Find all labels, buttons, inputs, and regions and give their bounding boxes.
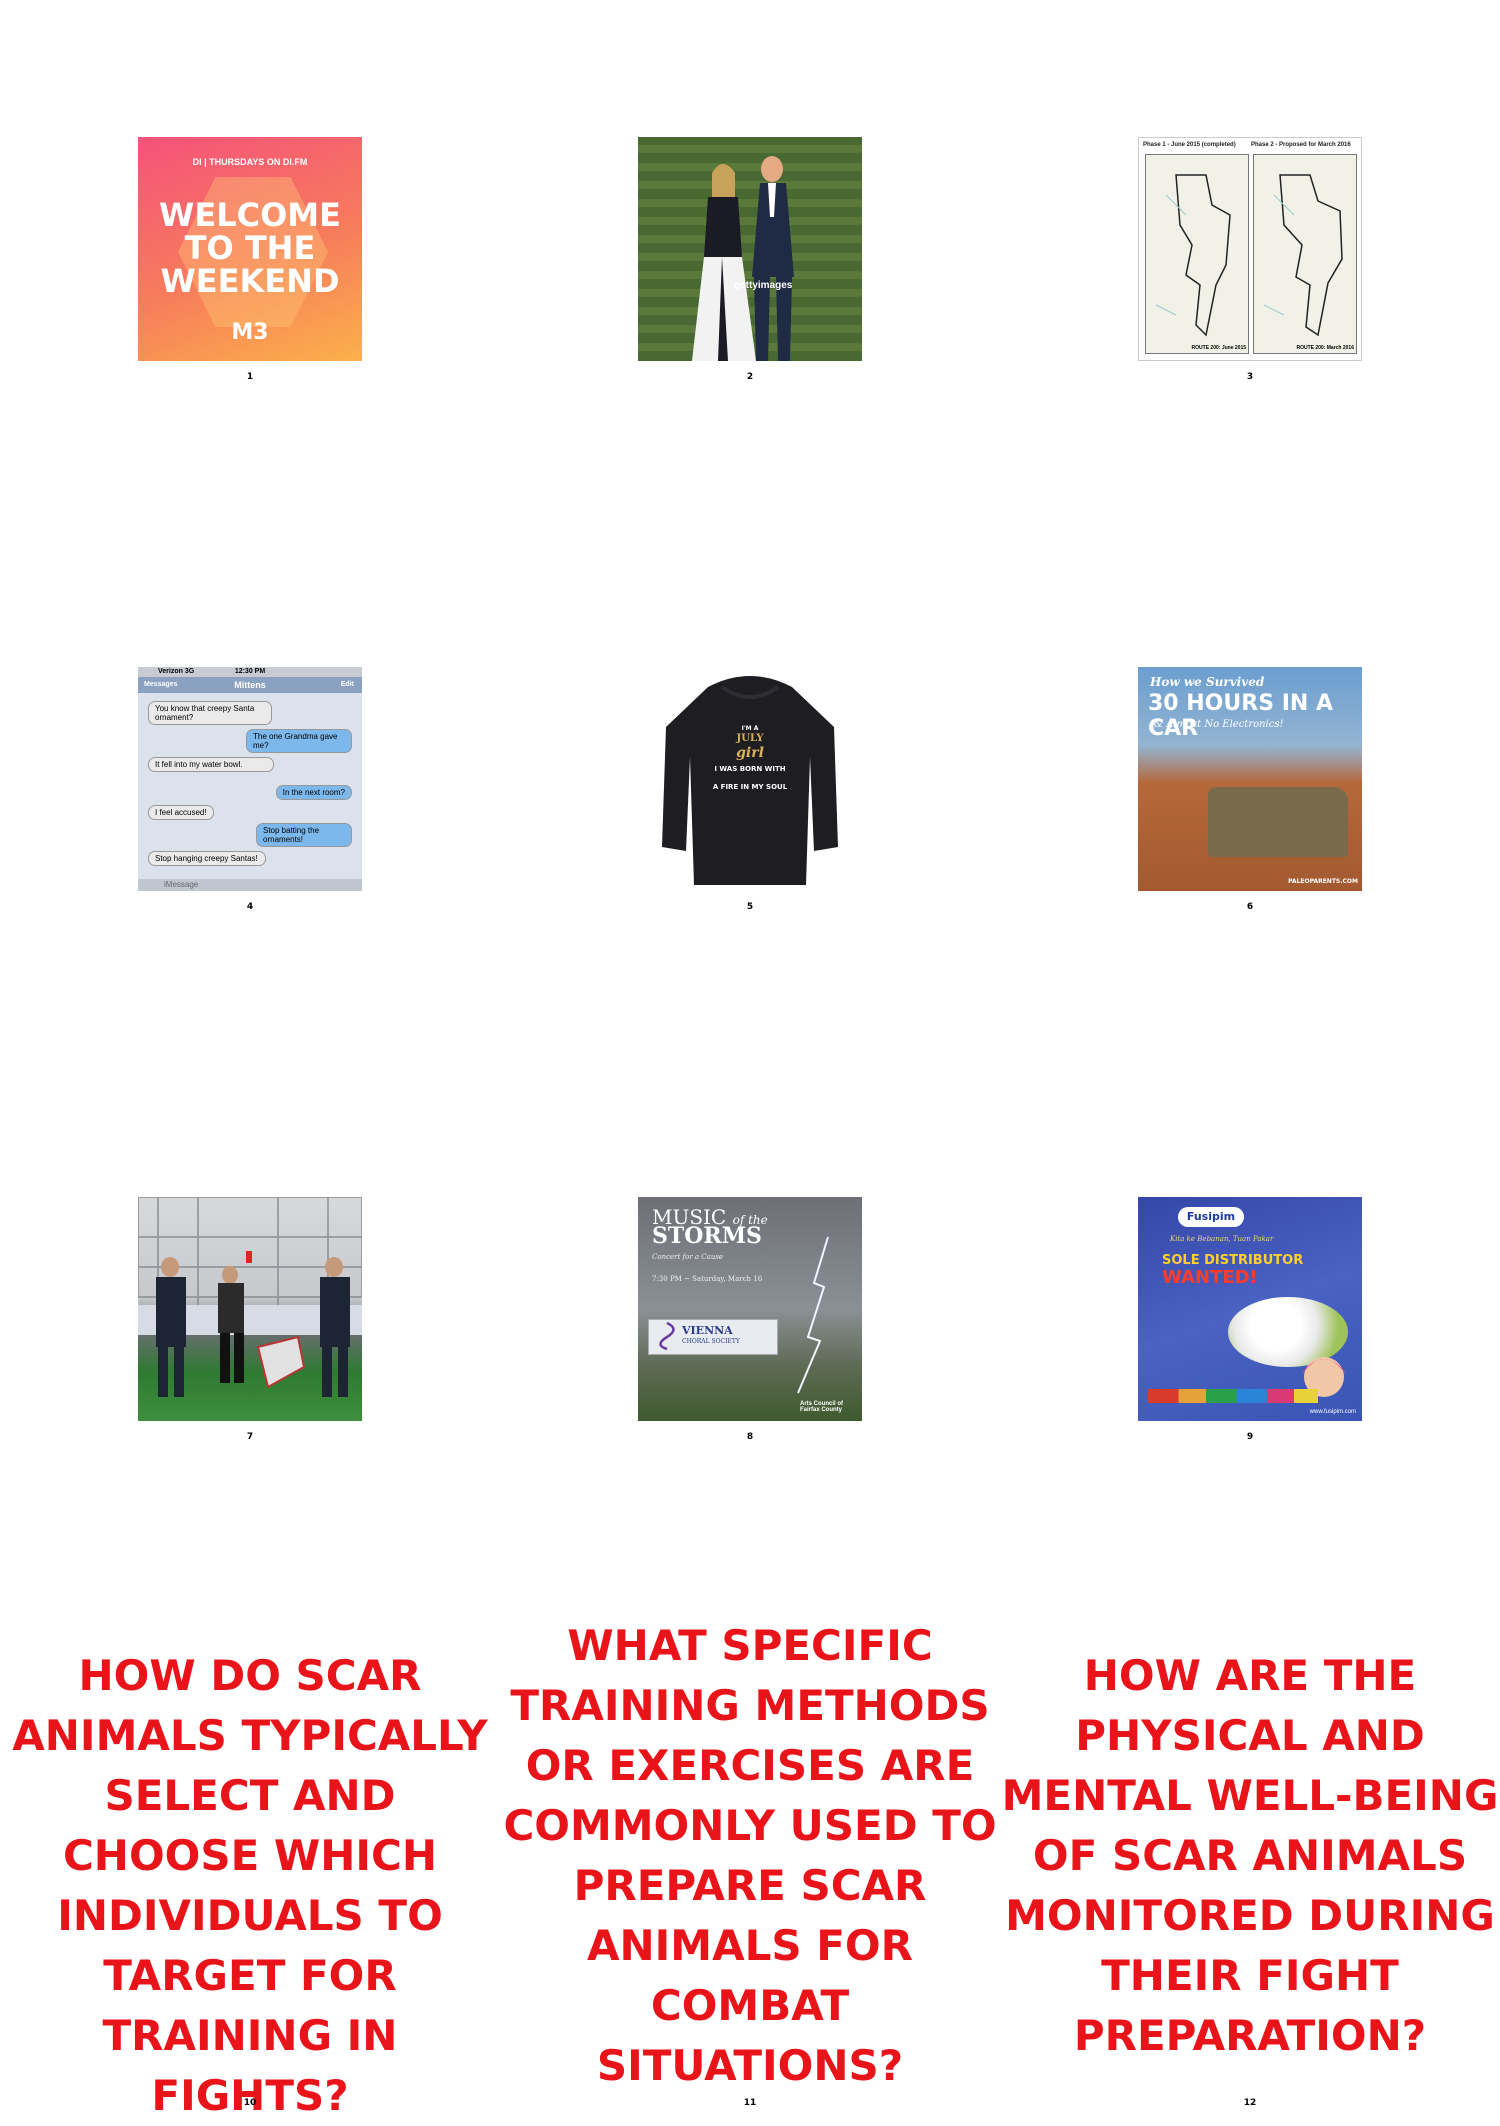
poster-date: 7:30 PM ~ Saturday, March 16 [652,1275,763,1283]
ad-headline-1: SOLE DISTRIBUTOR [1162,1253,1304,1268]
item-number: 9 [1246,1432,1254,1442]
item-number: 8 [746,1432,754,1442]
message-bubble: Stop hanging creepy Santas! [148,851,266,866]
poster-line-3: & Almost No Electronics! [1154,719,1284,730]
shirt-text-5: A FIRE IN MY SOUL [712,783,788,791]
shirt-text-4: I WAS BORN WITH [714,765,786,773]
food-plate-icon [1228,1297,1348,1367]
item-number: 6 [1246,902,1254,912]
grid-cell-2: gettyimages 2 [500,0,1000,530]
poster-title-top: MUSIC of the [652,1205,768,1229]
map-title-left: Phase 1 - June 2015 (completed) [1143,142,1236,148]
choral-society-box [648,1319,778,1355]
players-illustration [138,1197,362,1397]
question-text-11: WHAT SPECIFIC TRAINING METHODS OR EXERCI… [503,1621,997,2090]
grid-cell-7: 7 [0,1060,500,1590]
edit-button[interactable]: Edit [340,681,354,688]
car-icon [1208,787,1348,857]
sponsor-text: Arts Council of Fairfax County [800,1401,843,1413]
message-bubble: The one Grandma gave me? [246,729,352,753]
question-number-11: 11 [743,2098,757,2108]
item-number: 7 [246,1432,254,1442]
brand-logo: Fusipim [1178,1207,1244,1227]
thumbnail-fusipim-ad[interactable]: Fusipim Kita ke Bebanan, Tuan Pakar SOLE… [1138,1197,1362,1421]
shirt-text-1: I'M A [741,725,759,732]
item-number: 2 [746,372,754,382]
item-number: 4 [246,902,254,912]
org-subname: CHORAL SOCIETY [682,1338,740,1345]
back-button[interactable]: Messages [144,681,178,688]
route-map-right: ROUTE 200: March 2016 [1253,154,1357,354]
status-bar: Verizon 3G 12:30 PM [138,667,362,677]
ad-headline-2: WANTED! [1162,1267,1258,1288]
question-text-10: HOW DO SCAR ANIMALS TYPICALLY SELECT AND… [12,1651,488,2120]
grid-cell-6: How we Survived 30 HOURS IN A CAR & Almo… [1000,530,1500,1060]
shirt-text-2: JULY [736,733,764,744]
message-bubble: It fell into my water bowl. [148,757,274,772]
thumbnail-text-messages[interactable]: Verizon 3G 12:30 PM Messages Mittens Edi… [138,667,362,891]
shirt-text-3: girl [736,745,764,761]
item-number: 1 [246,372,254,382]
poster-title-of: of the [732,1213,768,1227]
poster-subtitle: Concert for a Cause [652,1253,724,1261]
brand-tagline: Kita ke Bebanan, Tuan Pakar [1170,1235,1274,1243]
message-input[interactable]: iMessage [138,879,362,891]
item-number: 3 [1246,372,1254,382]
grid-cell-4: Verizon 3G 12:30 PM Messages Mittens Edi… [0,530,500,1060]
thumbnail-football-match[interactable] [138,1197,362,1421]
poster-header: DI | THURSDAYS ON DI.FM [192,157,308,167]
map-footer-right: ROUTE 200: March 2016 [1296,345,1354,351]
grid-cell-8: MUSIC of the STORMS Concert for a Cause … [500,1060,1000,1590]
map-footer-left: ROUTE 200: June 2015 [1191,345,1246,351]
route-map-left: ROUTE 200: June 2015 [1145,154,1249,354]
question-text-12: HOW ARE THE PHYSICAL AND MENTAL WELL-BEI… [1001,1651,1499,2060]
question-number-10: 10 [243,2098,257,2108]
contact-name: Mittens [234,680,266,690]
thumbnail-hoodie[interactable]: I'M A JULY girl I WAS BORN WITH A FIRE I… [638,667,862,891]
messages-nav-bar: Messages Mittens Edit [138,677,362,693]
clock-label: 12:30 PM [234,668,266,675]
thumbnail-music-storms-poster[interactable]: MUSIC of the STORMS Concert for a Cause … [638,1197,862,1421]
item-number: 5 [746,902,754,912]
thumbnail-red-carpet-photo[interactable]: gettyimages [638,137,862,361]
treble-clef-icon [659,1321,675,1351]
poster-title-storms: STORMS [652,1223,762,1249]
poster-title-music: MUSIC [652,1205,727,1229]
ad-url: www.fusipim.com [1309,1409,1356,1415]
message-bubble: You know that creepy Santa ornament? [148,701,272,725]
message-bubble: I feel accused! [148,805,214,820]
message-bubble: Stop batting the ornaments! [256,823,352,847]
carrier-label: Verizon 3G [158,668,195,675]
logo-icon: M3 [231,320,269,345]
hex-decoration [178,177,328,327]
lightning-icon [797,1236,829,1394]
grid-cell-9: Fusipim Kita ke Bebanan, Tuan Pakar SOLE… [1000,1060,1500,1590]
grid-cell-5: I'M A JULY girl I WAS BORN WITH A FIRE I… [500,530,1000,1060]
watermark-text: gettyimages [734,280,793,291]
poster-line-2: 30 HOURS IN A CAR [1148,691,1333,741]
grid-cell-3: Phase 1 - June 2015 (completed) Phase 2 … [1000,0,1500,530]
question-number-12: 12 [1243,2098,1257,2108]
backdrop-wall [638,137,862,361]
org-name: VIENNA [682,1324,733,1337]
couple-illustration [692,156,794,361]
route-line-icon [1263,174,1343,337]
thumbnail-welcome-weekend[interactable]: DI | THURSDAYS ON DI.FM WELCOME TO THE W… [138,137,362,361]
hoodie-icon [662,676,838,885]
product-strip [1148,1389,1318,1403]
poster-line-1: How we Survived [1150,675,1265,689]
poster-footer: PALEOPARENTS.COM [1288,878,1358,885]
grid-cell-1: DI | THURSDAYS ON DI.FM WELCOME TO THE W… [0,0,500,530]
thumbnail-road-trip[interactable]: How we Survived 30 HOURS IN A CAR & Almo… [1138,667,1362,891]
girl-icon [1302,1357,1346,1397]
route-line-icon [1155,174,1231,337]
message-bubble: In the next room? [275,785,352,800]
poster-headline: WELCOME TO THE WEEKEND [159,196,341,300]
map-title-right: Phase 2 - Proposed for March 2016 [1251,142,1351,148]
thumbnail-route-maps[interactable]: Phase 1 - June 2015 (completed) Phase 2 … [1138,137,1362,361]
